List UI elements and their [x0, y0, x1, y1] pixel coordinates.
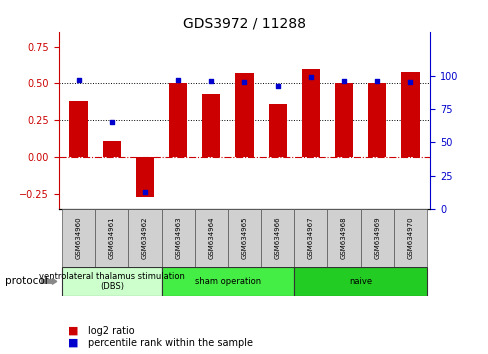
Bar — [294, 209, 327, 267]
Point — [372, 78, 380, 84]
Bar — [327, 209, 360, 267]
Bar — [301, 69, 319, 157]
Text: GSM634960: GSM634960 — [76, 217, 81, 259]
Text: percentile rank within the sample: percentile rank within the sample — [88, 338, 252, 348]
Text: GSM634968: GSM634968 — [340, 217, 346, 259]
Text: GSM634964: GSM634964 — [208, 217, 214, 259]
Bar — [194, 209, 227, 267]
Text: ■: ■ — [68, 338, 79, 348]
Text: naive: naive — [348, 277, 371, 286]
Bar — [294, 267, 426, 296]
Bar — [261, 209, 294, 267]
Point — [406, 80, 413, 85]
Text: GSM634962: GSM634962 — [142, 217, 148, 259]
Text: GSM634970: GSM634970 — [407, 217, 412, 259]
Bar — [268, 104, 286, 157]
Bar — [128, 209, 161, 267]
Text: GSM634967: GSM634967 — [307, 217, 313, 259]
Point — [207, 78, 215, 84]
Bar — [161, 209, 194, 267]
Bar — [136, 157, 154, 197]
Bar — [235, 73, 253, 157]
Bar — [393, 209, 426, 267]
Point — [75, 77, 82, 82]
Bar — [169, 84, 187, 157]
Title: GDS3972 / 11288: GDS3972 / 11288 — [183, 17, 305, 31]
Bar — [202, 94, 220, 157]
Point — [273, 84, 281, 89]
Point — [340, 78, 347, 84]
Bar — [367, 84, 386, 157]
Text: ■: ■ — [68, 326, 79, 336]
Text: GSM634969: GSM634969 — [373, 217, 380, 259]
Bar — [334, 84, 352, 157]
Bar — [102, 141, 121, 157]
Text: GSM634965: GSM634965 — [241, 217, 247, 259]
Point — [141, 189, 148, 194]
Bar — [62, 267, 161, 296]
Text: GSM634963: GSM634963 — [175, 217, 181, 259]
Bar — [62, 209, 95, 267]
Text: protocol: protocol — [5, 276, 47, 286]
Bar — [360, 209, 393, 267]
Point — [306, 74, 314, 80]
Text: GSM634961: GSM634961 — [108, 217, 115, 259]
Text: GSM634966: GSM634966 — [274, 217, 280, 259]
Point — [240, 80, 248, 85]
Bar — [69, 101, 87, 157]
Bar — [401, 72, 419, 157]
Bar — [95, 209, 128, 267]
Text: log2 ratio: log2 ratio — [88, 326, 134, 336]
Bar — [161, 267, 294, 296]
Point — [174, 77, 182, 82]
Point — [108, 120, 116, 125]
Text: sham operation: sham operation — [194, 277, 261, 286]
Bar — [227, 209, 261, 267]
Text: ventrolateral thalamus stimulation
(DBS): ventrolateral thalamus stimulation (DBS) — [39, 272, 184, 291]
